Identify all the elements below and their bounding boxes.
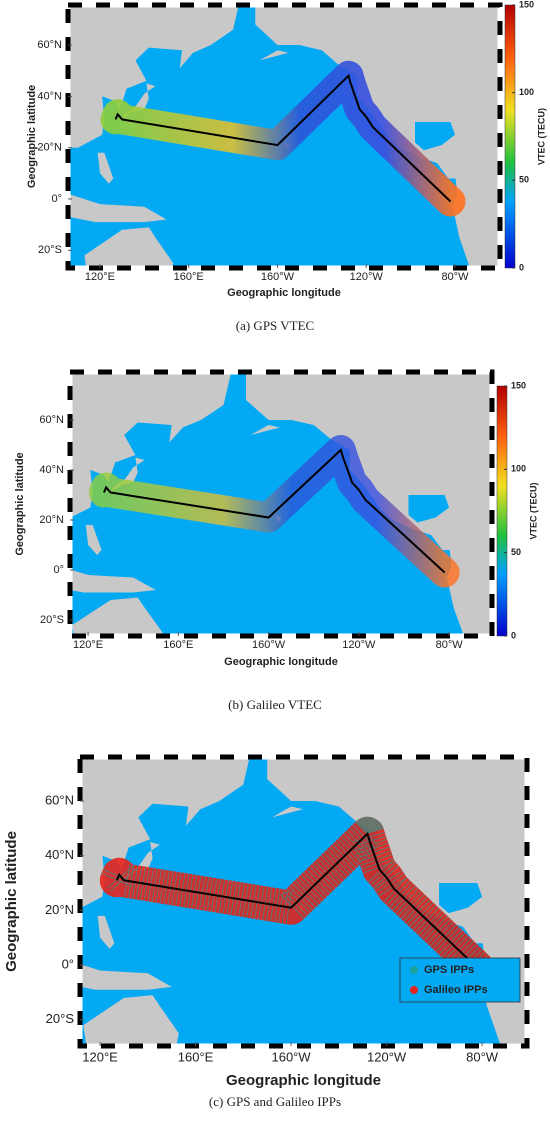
- legend-label: GPS IPPs: [424, 964, 474, 976]
- land: [70, 569, 156, 593]
- colorbar: [504, 4, 516, 269]
- y-tick-label: 0°: [51, 193, 62, 205]
- land: [250, 425, 280, 435]
- x-tick-label: 120°W: [342, 639, 376, 651]
- frame-black: [65, 2, 503, 271]
- land: [70, 372, 232, 518]
- legend-label: Galileo IPPs: [424, 984, 488, 996]
- x-tick-label: 160°W: [261, 271, 295, 283]
- y-tick-label: 20°S: [38, 244, 62, 256]
- colorbar-tick-label: 0: [511, 630, 516, 640]
- caption: (c) GPS and Galileo IPPs: [209, 1094, 341, 1109]
- caption: (b) Galileo VTEC: [228, 697, 322, 712]
- land: [72, 597, 163, 636]
- colorbar-tick-label: 150: [511, 380, 526, 390]
- map-area: [68, 5, 500, 268]
- land: [84, 227, 174, 268]
- colorbar-tick-label: 150: [519, 0, 534, 9]
- y-tick-label: 20°N: [39, 514, 64, 526]
- y-tick-label: 20°N: [37, 142, 62, 154]
- y-tick-label: 40°N: [37, 90, 62, 102]
- colorbar-tick-label: 50: [519, 175, 529, 185]
- land: [83, 995, 179, 1046]
- land: [259, 50, 289, 61]
- legend-marker: [410, 966, 418, 974]
- x-axis-label: Geographic longitude: [227, 287, 341, 299]
- y-tick-label: 60°N: [37, 39, 62, 51]
- y-axis-label: Geographic latitude: [3, 831, 20, 972]
- x-tick-label: 160°W: [252, 639, 286, 651]
- map-panel: 120°E 160°E 160°W 120°W 80°W 60°N 40°N 20°N 0° 20…: [3, 754, 530, 1109]
- land: [85, 525, 102, 555]
- y-axis-label: Geographic latitude: [26, 85, 38, 188]
- x-tick-label: 120°W: [350, 271, 384, 283]
- map-panel: 120°E 160°E 160°W 120°W 80°W 60°N 40°N 20°N 0° 20…: [26, 0, 546, 333]
- map-panel: 120°E 160°E 160°W 120°W 80°W 60°N 40°N 20°N 0° 20…: [14, 369, 538, 712]
- land: [80, 964, 172, 990]
- y-tick-label: 40°N: [45, 847, 74, 862]
- colorbar-tick-label: 0: [519, 262, 524, 272]
- x-tick-label: 160°W: [271, 1049, 311, 1064]
- x-tick-label: 120°W: [367, 1049, 407, 1064]
- land: [272, 806, 303, 818]
- colorbar-tick-label: 50: [511, 547, 521, 557]
- map-area: [80, 757, 527, 1046]
- gulf: [439, 883, 483, 914]
- land: [68, 5, 239, 148]
- colorbar: [496, 385, 508, 637]
- y-tick-label: 20°S: [46, 1011, 75, 1026]
- y-tick-label: 60°N: [45, 792, 74, 807]
- gulf: [408, 495, 450, 523]
- y-tick-label: 40°N: [39, 464, 64, 476]
- y-tick-label: 0°: [53, 564, 64, 576]
- y-axis-label: Geographic latitude: [14, 452, 26, 555]
- y-tick-label: 20°N: [45, 902, 74, 917]
- colorbar-tick-label: 100: [519, 87, 534, 97]
- ship-track: [115, 831, 478, 969]
- x-tick-label: 120°E: [73, 639, 103, 651]
- gulf: [415, 122, 455, 151]
- colorbar-tick-label: 100: [511, 464, 526, 474]
- colorbar-label: VTEC (TECU): [528, 483, 538, 540]
- y-tick-label: 20°S: [40, 614, 64, 626]
- ship-track: [114, 73, 452, 203]
- x-tick-label: 120°E: [82, 1049, 118, 1064]
- land: [97, 915, 115, 949]
- x-tick-label: 80°W: [466, 1049, 499, 1064]
- y-tick-label: 0°: [62, 957, 74, 972]
- land: [80, 757, 250, 909]
- x-axis-label: Geographic longitude: [224, 656, 338, 668]
- x-tick-label: 160°E: [163, 639, 193, 651]
- x-axis-label: Geographic longitude: [226, 1072, 381, 1089]
- x-tick-label: 80°W: [436, 639, 464, 651]
- x-tick-label: 160°E: [178, 1049, 214, 1064]
- x-tick-label: 120°E: [85, 271, 115, 283]
- frame-black: [77, 754, 530, 1049]
- map-area: [70, 372, 492, 636]
- y-tick-label: 60°N: [39, 414, 64, 426]
- ship-track: [102, 448, 446, 574]
- frame-black: [67, 369, 495, 639]
- legend-marker: [410, 986, 418, 994]
- x-tick-label: 160°E: [174, 271, 204, 283]
- land: [68, 193, 167, 223]
- colorbar-label: VTEC (TECU): [536, 108, 546, 165]
- caption: (a) GPS VTEC: [236, 318, 314, 333]
- land: [97, 152, 114, 184]
- legend-box: [399, 957, 521, 1003]
- x-tick-label: 80°W: [441, 271, 469, 283]
